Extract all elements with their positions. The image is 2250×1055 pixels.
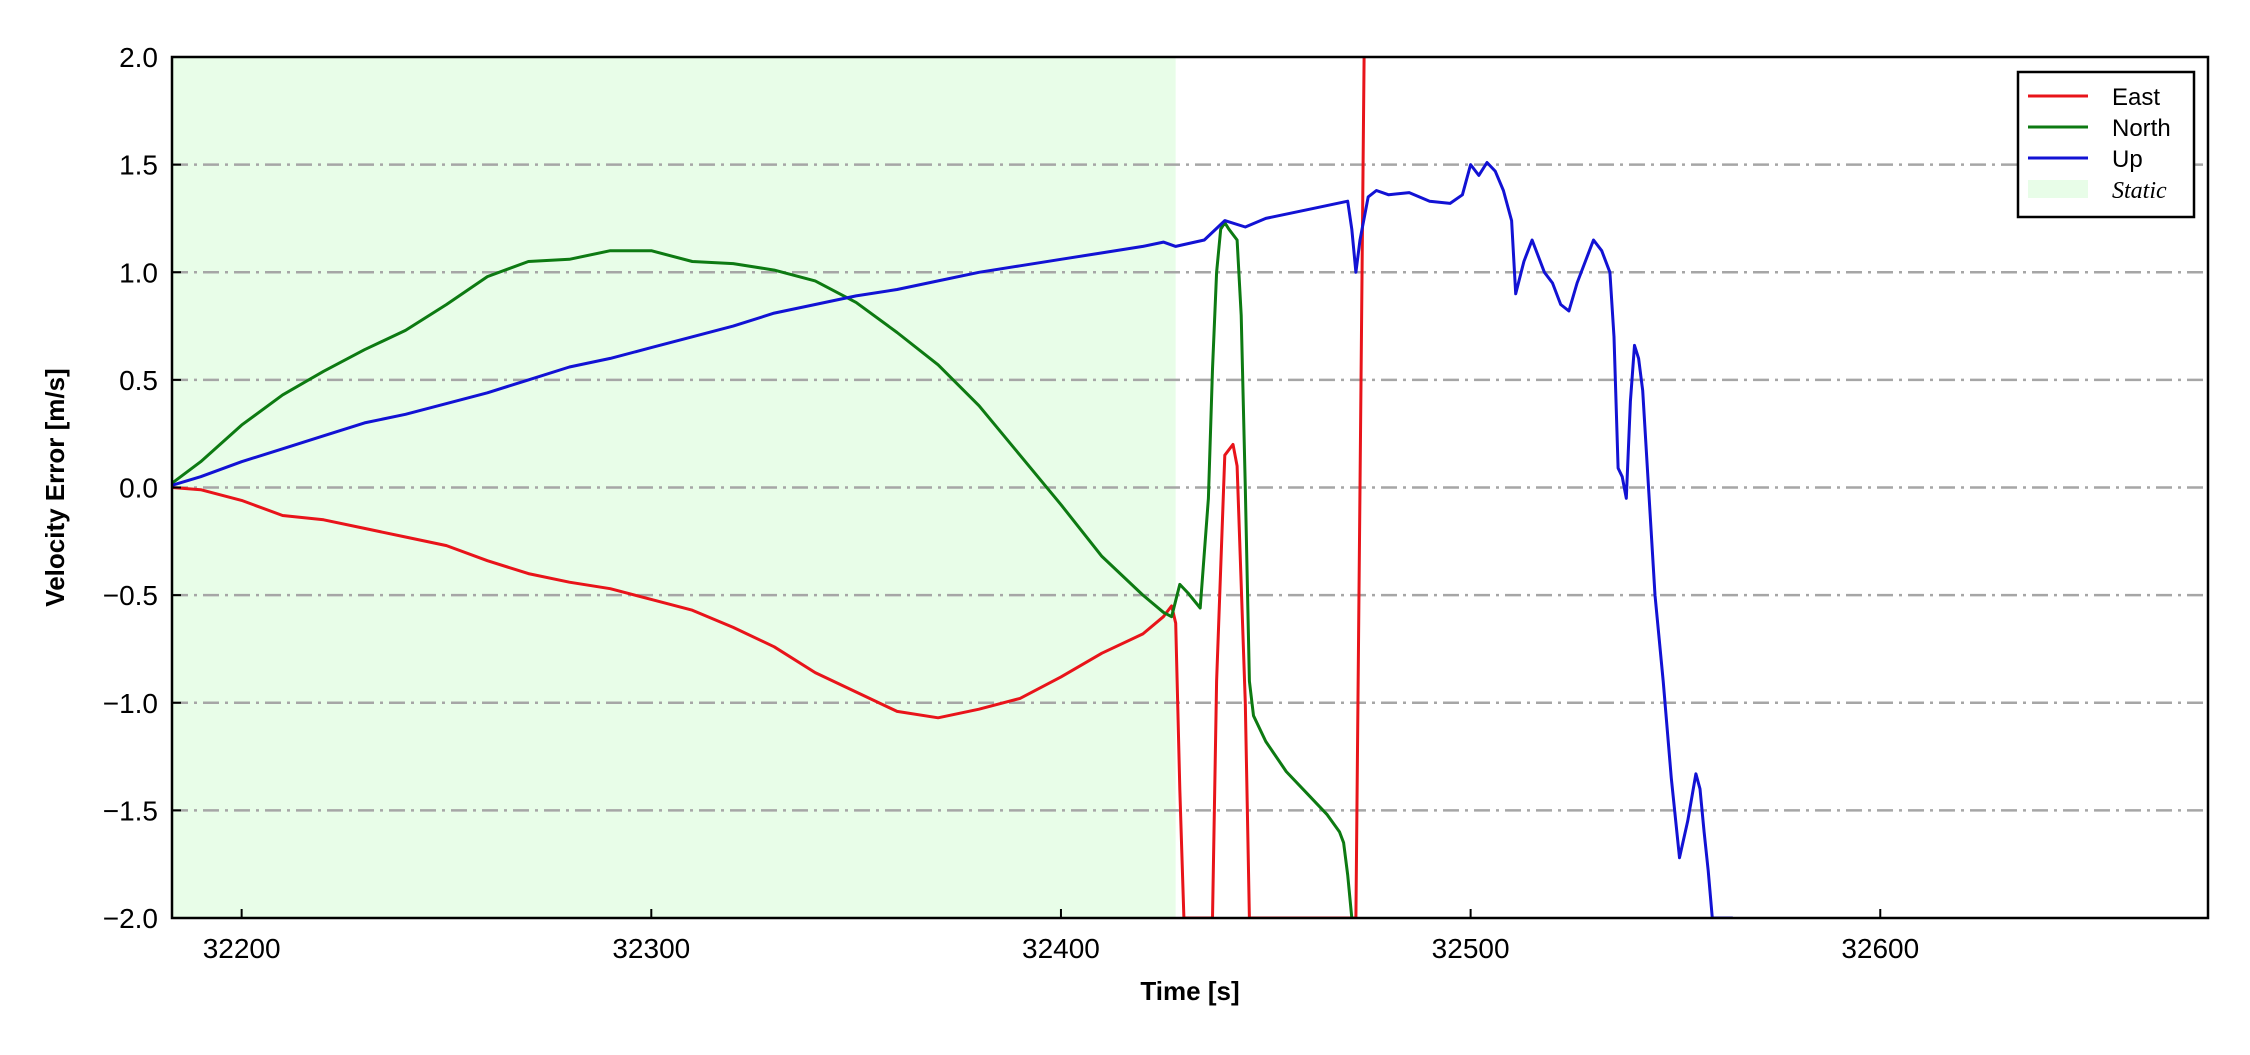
legend-label-up: Up bbox=[2112, 146, 2143, 173]
x-axis-title: Time [s] bbox=[1140, 976, 1239, 1006]
legend-label-north: North bbox=[2112, 115, 2171, 142]
y-tick-label: 0.5 bbox=[119, 365, 158, 396]
y-tick-label: −0.5 bbox=[103, 580, 158, 611]
y-tick-label: 1.0 bbox=[119, 257, 158, 288]
y-tick-label: −1.5 bbox=[103, 795, 158, 826]
y-tick-label: 2.0 bbox=[119, 42, 158, 73]
x-tick-label: 32200 bbox=[203, 933, 281, 964]
series-line-up bbox=[172, 161, 1733, 918]
x-tick-label: 32400 bbox=[1022, 933, 1100, 964]
x-tick-label: 32600 bbox=[1841, 933, 1919, 964]
y-tick-label: 0.0 bbox=[119, 473, 158, 504]
series-line-east bbox=[172, 57, 1366, 918]
x-tick-label: 32500 bbox=[1432, 933, 1510, 964]
y-tick-label: −1.0 bbox=[103, 688, 158, 719]
y-tick-label: −2.0 bbox=[103, 903, 158, 934]
legend-swatch-static bbox=[2028, 180, 2088, 198]
series-line-north bbox=[172, 221, 1354, 918]
legend-label-static: Static bbox=[2112, 178, 2167, 204]
series-group bbox=[172, 57, 1733, 918]
y-axis-title: Velocity Error [m/s] bbox=[40, 368, 70, 606]
legend-label-east: East bbox=[2112, 84, 2160, 111]
y-tick-label: 1.5 bbox=[119, 150, 158, 181]
x-tick-label: 32300 bbox=[612, 933, 690, 964]
